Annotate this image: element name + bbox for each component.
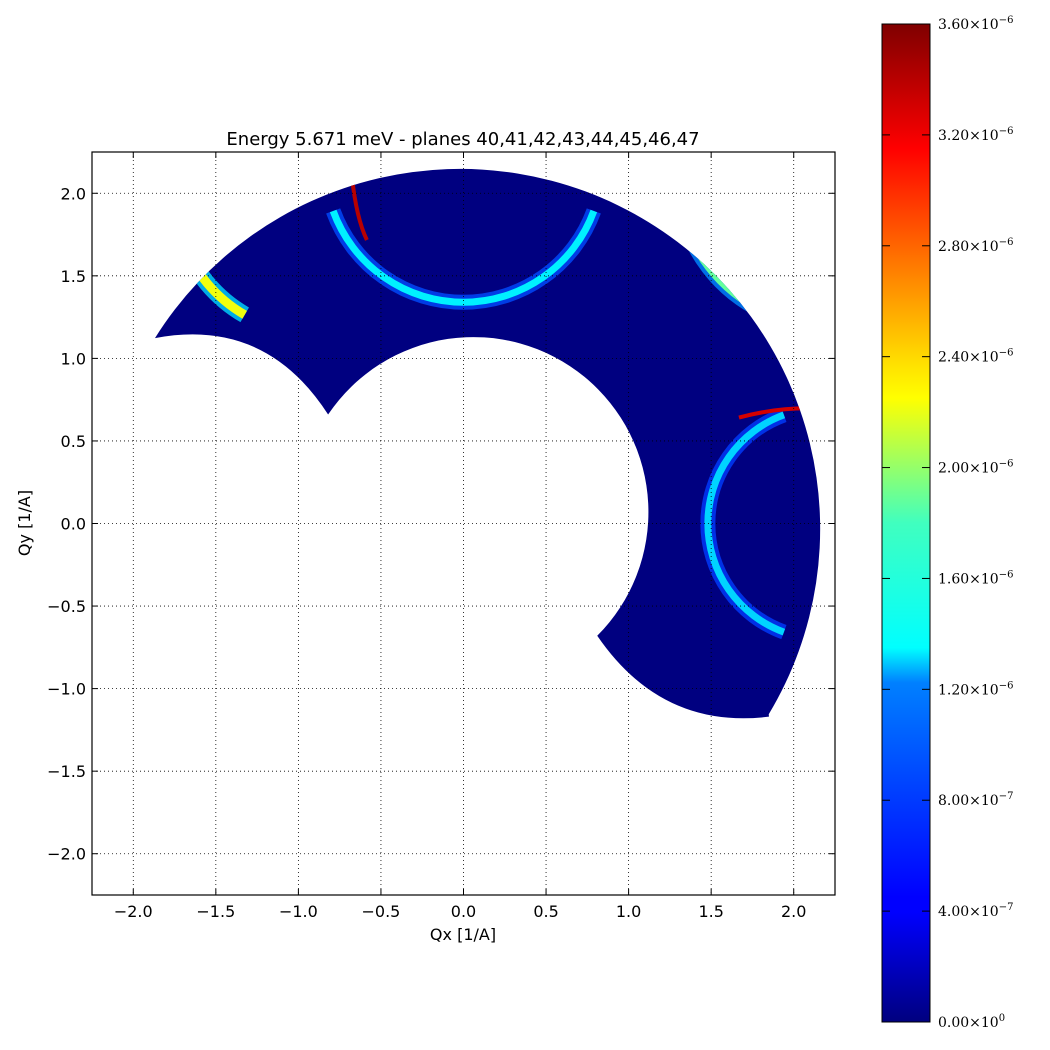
- y-axis-label: Qy [1/A]: [15, 490, 34, 556]
- x-tick-label: 1.5: [698, 902, 723, 921]
- x-tick-label: 1.0: [616, 902, 641, 921]
- y-tick-label: 1.0: [61, 349, 86, 368]
- y-tick-label: −2.0: [47, 845, 86, 864]
- x-tick-label: −0.5: [362, 902, 401, 921]
- colorbar-gradient: [881, 23, 931, 1023]
- colorbar-tick-label: 0.00×100: [938, 1013, 1005, 1031]
- colorbar-tick-label: 2.00×10−6: [938, 459, 1013, 477]
- plot-frame: [91, 151, 836, 896]
- x-tick-label: 0.0: [451, 902, 476, 921]
- x-tick-label: 2.0: [781, 902, 806, 921]
- y-tick-label: −1.5: [47, 762, 86, 781]
- coverage-region: [154, 168, 821, 719]
- colorbar: 0.00×100 4.00×10−7 8.00×10−7 1.20×10−6 1.60×…: [881, 15, 1013, 1031]
- ring-right: [700, 407, 787, 640]
- chart-title: Energy 5.671 meV - planes 40,41,42,43,44…: [226, 129, 699, 150]
- plot-area: −2.0 −1.5 −1.0 −0.5 0.0 0.5 1.0 1.5 2.0 −2.0 −1.5 −…: [47, 151, 836, 921]
- colorbar-ticks: 0.00×100 4.00×10−7 8.00×10−7 1.20×10−6 1.60×…: [882, 15, 1013, 1031]
- x-tick-label: 0.5: [533, 902, 558, 921]
- ring-top: [326, 208, 601, 310]
- y-tick-label: 0.5: [61, 432, 86, 451]
- x-tick-label: −2.0: [114, 902, 153, 921]
- tick-layer: −2.0 −1.5 −1.0 −0.5 0.0 0.5 1.0 1.5 2.0 −2.0 −1.5 −…: [47, 152, 835, 921]
- y-tick-label: 2.0: [61, 184, 86, 203]
- x-tick-label: −1.0: [279, 902, 318, 921]
- x-axis-label: Qx [1/A]: [430, 925, 496, 944]
- colorbar-tick-label: 2.40×10−6: [938, 348, 1013, 366]
- colorbar-tick-label: 1.20×10−6: [938, 680, 1013, 698]
- y-tick-label: −1.0: [47, 680, 86, 699]
- y-tick-label: 0.0: [61, 515, 86, 534]
- y-tick-label: −0.5: [47, 597, 86, 616]
- colorbar-tick-label: 1.60×10−6: [938, 569, 1013, 587]
- colorbar-tick-label: 4.00×10−7: [938, 902, 1013, 920]
- y-tick-label: 1.5: [61, 267, 86, 286]
- x-tick-label: −1.5: [196, 902, 235, 921]
- colorbar-tick-label: 3.20×10−6: [938, 126, 1013, 144]
- colorbar-tick-label: 3.60×10−6: [938, 15, 1013, 33]
- colorbar-tick-label: 8.00×10−7: [938, 791, 1013, 809]
- colorbar-tick-label: 2.80×10−6: [938, 237, 1013, 255]
